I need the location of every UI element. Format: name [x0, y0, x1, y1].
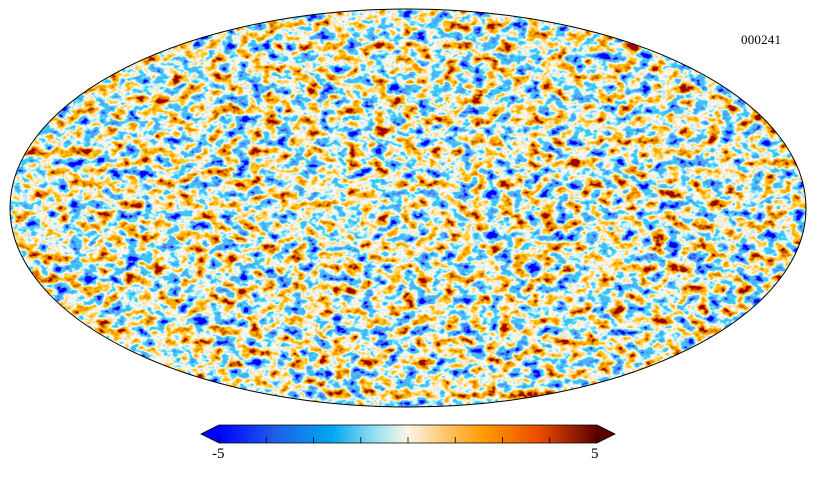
map-id-label: 000241	[741, 32, 782, 47]
temperature-field	[10, 9, 806, 407]
colorbar-max-label: 5	[591, 446, 599, 462]
map-outline	[9, 8, 807, 408]
colorbar-under-arrow	[201, 425, 219, 443]
colorbar-min-label: -5	[212, 446, 225, 462]
colorbar	[200, 424, 616, 444]
colorbar-over-arrow	[597, 425, 615, 443]
colorbar-ticks	[218, 437, 598, 443]
